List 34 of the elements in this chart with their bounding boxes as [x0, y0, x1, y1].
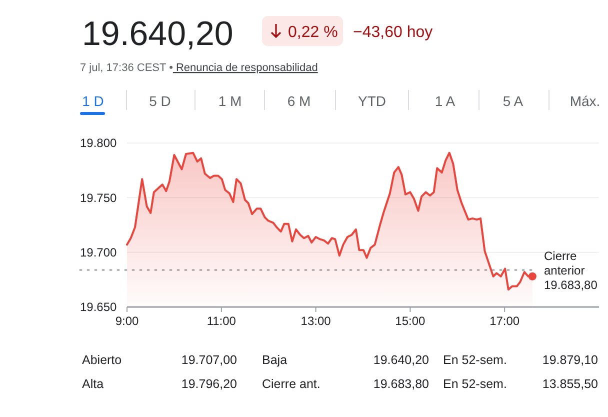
- ref-line-label: Cierre anterior 19.683,80: [544, 249, 598, 292]
- x-tick-label: 17:00: [490, 314, 520, 328]
- y-tick-label: 19.700: [80, 246, 118, 260]
- text: 19.640,20: [82, 15, 234, 53]
- x-tick-label: 13:00: [300, 314, 332, 328]
- y-tick-label: 19.750: [80, 190, 118, 205]
- y-tick-label: 19.650: [80, 300, 118, 314]
- y-tick-label: 19.800: [80, 136, 118, 150]
- text: 5 D: [149, 93, 171, 109]
- x-tick-label: 11:00: [206, 314, 236, 328]
- text: 1 D: [82, 93, 104, 109]
- text: 5 A: [502, 93, 524, 109]
- text: Máx.: [570, 93, 600, 109]
- text: 19.640,20: [373, 353, 430, 367]
- text: 19.796,20: [181, 377, 238, 391]
- text: −43,60 hoy: [353, 24, 433, 41]
- text: 1 M: [218, 93, 242, 109]
- text: Cierre ant.: [262, 377, 320, 391]
- text: 13.855,50: [542, 377, 598, 391]
- text: 19.683,80: [373, 377, 430, 391]
- text: 0,22 %: [288, 24, 338, 41]
- text: 6 M: [287, 93, 311, 109]
- text: Baja: [262, 353, 288, 367]
- text: 19.879,10: [542, 353, 598, 367]
- text: 19.707,00: [181, 353, 238, 367]
- text: Alta: [82, 377, 104, 391]
- chart-subtitle: 7 jul, 17:36 CEST • Renuncia de responsabilidad: [80, 62, 318, 74]
- x-tick-label: 15:00: [395, 314, 426, 328]
- text: En 52-sem.: [443, 377, 507, 391]
- text: 1 A: [434, 93, 456, 109]
- x-tick-label: 9:00: [115, 314, 139, 328]
- text: YTD: [358, 93, 386, 109]
- text: Abierto: [82, 353, 122, 367]
- text: En 52-sem.: [443, 353, 507, 367]
